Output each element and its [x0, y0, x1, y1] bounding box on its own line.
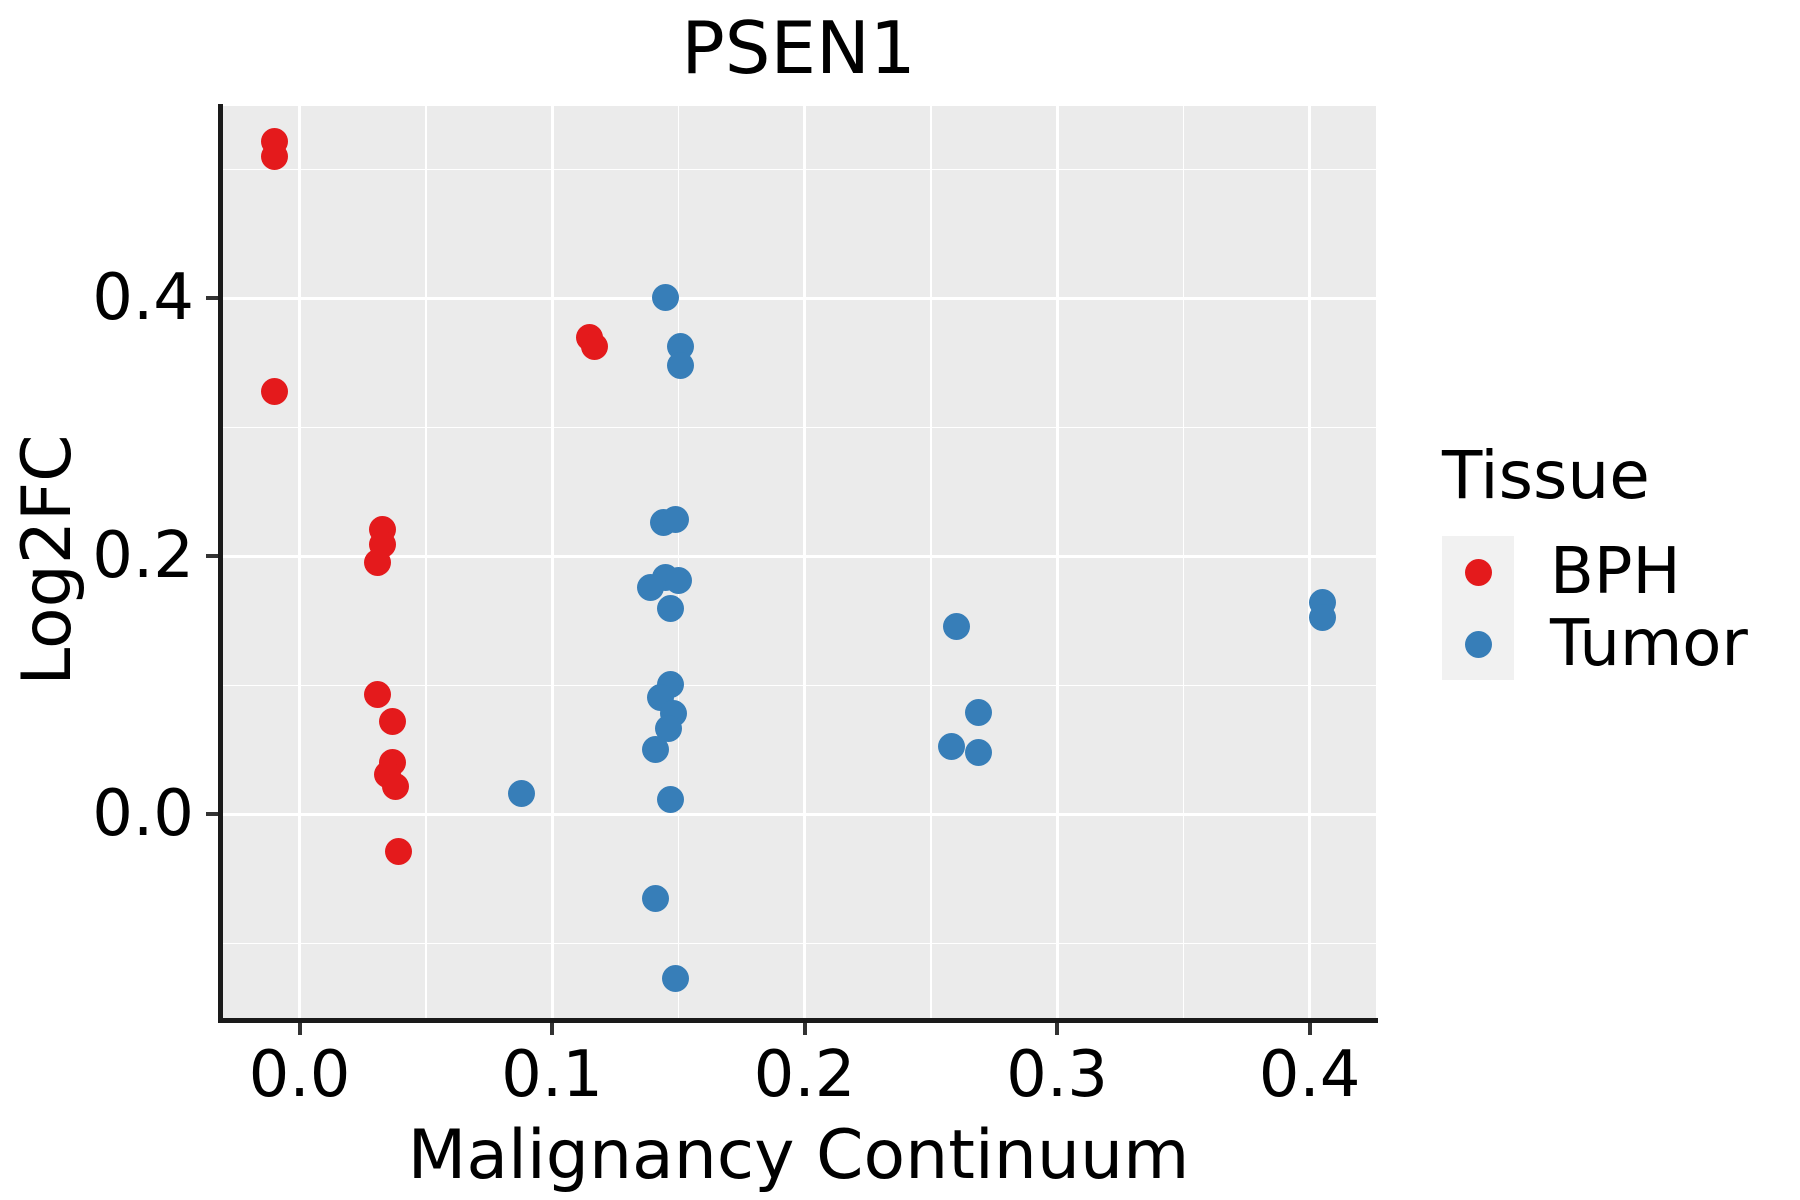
y-tick-mark: [206, 554, 218, 559]
x-tick-mark: [802, 1023, 807, 1035]
x-minor-gridline: [677, 106, 680, 1020]
legend-item-tumor: Tumor: [1442, 608, 1748, 680]
y-minor-gridline: [221, 942, 1376, 945]
x-axis-title: Malignancy Continuum: [407, 1116, 1190, 1195]
y-tick-mark: [206, 812, 218, 817]
data-point-tumor: [664, 567, 692, 595]
data-point-tumor: [642, 884, 670, 912]
y-tick-mark: [206, 296, 218, 301]
data-point-tumor: [657, 785, 685, 813]
data-point-bph: [379, 708, 407, 736]
plot-panel: [221, 106, 1376, 1020]
y-major-gridline: [221, 812, 1376, 816]
legend-title: Tissue: [1442, 437, 1650, 514]
x-tick-mark: [297, 1023, 302, 1035]
plot-title: PSEN1: [681, 6, 916, 90]
data-point-tumor: [667, 352, 695, 380]
data-point-tumor: [657, 594, 685, 622]
x-tick-mark: [550, 1023, 555, 1035]
data-point-tumor: [642, 736, 670, 764]
data-point-tumor: [662, 964, 690, 992]
x-minor-gridline: [424, 106, 427, 1020]
x-tick-label: 0.1: [501, 1038, 603, 1112]
x-minor-gridline: [930, 106, 932, 1020]
y-tick-label: 0.2: [92, 519, 194, 594]
x-major-gridline: [298, 106, 302, 1020]
y-minor-gridline: [221, 168, 1376, 171]
legend-label-bph: BPH: [1550, 535, 1681, 609]
y-major-gridline: [221, 296, 1376, 300]
data-point-bph: [381, 772, 409, 800]
x-tick-label: 0.0: [248, 1038, 351, 1112]
data-point-tumor: [1308, 603, 1336, 631]
data-point-bph: [364, 681, 392, 709]
x-major-gridline: [1308, 106, 1312, 1020]
bph-dot-icon: [1464, 558, 1492, 586]
data-point-bph: [384, 838, 412, 866]
data-point-bph: [260, 143, 288, 171]
y-major-gridline: [221, 554, 1376, 558]
data-point-tumor: [942, 612, 970, 640]
legend-item-bph: BPH: [1442, 536, 1748, 608]
x-axis-spine: [218, 1018, 1378, 1023]
data-point-tumor: [652, 283, 680, 311]
x-tick-label: 0.2: [753, 1038, 856, 1112]
x-tick-mark: [1055, 1023, 1060, 1035]
x-major-gridline: [1055, 106, 1059, 1020]
data-point-tumor: [637, 573, 665, 601]
legend-key-box: [1442, 608, 1514, 680]
data-point-bph: [260, 377, 288, 405]
y-axis-title: Log2FC: [8, 434, 87, 686]
legend-label-tumor: Tumor: [1550, 607, 1748, 681]
data-point-bph: [364, 549, 392, 577]
x-major-gridline: [550, 106, 554, 1020]
legend-key-box: [1442, 536, 1514, 608]
x-tick-label: 0.4: [1258, 1038, 1361, 1112]
y-axis-spine: [218, 104, 223, 1023]
y-tick-label: 0.0: [92, 777, 194, 852]
data-point-tumor: [937, 732, 965, 760]
x-tick-mark: [1307, 1023, 1312, 1035]
data-point-tumor: [965, 699, 993, 727]
x-tick-label: 0.3: [1006, 1038, 1108, 1112]
tumor-dot-icon: [1464, 630, 1492, 658]
data-point-tumor: [662, 505, 690, 533]
x-minor-gridline: [1182, 106, 1185, 1020]
y-minor-gridline: [221, 426, 1376, 429]
data-point-tumor: [508, 780, 536, 808]
legend: Tissue BPH Tumor: [1442, 440, 1748, 680]
data-point-bph: [581, 332, 609, 360]
data-point-tumor: [965, 739, 993, 767]
x-major-gridline: [803, 106, 807, 1020]
y-minor-gridline: [221, 684, 1376, 687]
y-tick-label: 0.4: [92, 261, 194, 336]
